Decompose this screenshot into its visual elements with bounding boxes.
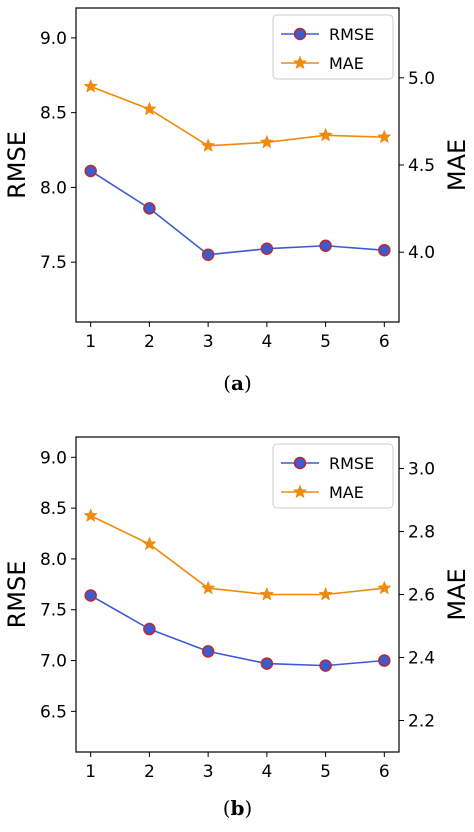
y-right-tick-label: 2.6 [408,586,435,606]
data-point-mae [318,127,333,142]
x-tick-label: 6 [379,332,390,352]
y-left-tick-label: 8.5 [40,499,67,519]
y-left-tick-label: 8.0 [40,550,67,570]
x-tick-label: 3 [203,762,214,782]
y-right-tick-label: 4.5 [408,156,435,176]
y-right-tick-label: 5.0 [408,69,435,89]
data-point-rmse [201,645,215,658]
y-left-axis-label: RMSE [3,131,31,199]
x-tick-label: 2 [144,762,155,782]
x-tick-label: 4 [261,762,272,782]
series-line-mae [90,85,385,147]
y-right-tick-label: 2.8 [408,523,435,543]
legend-label-mae: MAE [329,483,364,502]
panel-caption-letter: b [231,796,245,820]
legend-marker-rmse [293,456,307,470]
y-left-tick-label: 9.0 [40,448,67,468]
x-tick-label: 4 [261,332,272,352]
series-line-mae [90,515,385,596]
x-tick-label: 1 [85,762,96,782]
data-point-rmse [319,659,332,672]
data-point-rmse [260,242,274,255]
data-point-rmse [319,239,332,252]
legend-label-rmse: RMSE [329,25,374,44]
data-point-rmse [378,654,391,667]
data-point-rmse [143,622,156,636]
y-right-axis-label: MAE [443,568,471,620]
series-line-rmse [90,594,385,667]
legend-label-rmse: RMSE [329,454,374,473]
y-left-tick-label: 6.5 [40,702,67,722]
data-point-mae [200,580,216,595]
data-point-rmse [260,657,274,670]
x-tick-label: 2 [144,332,155,352]
y-right-axis-label: MAE [443,139,471,191]
data-point-mae [259,134,275,149]
data-point-mae [142,101,157,116]
data-point-mae [318,586,333,601]
legend-marker-mae [292,55,308,70]
data-point-rmse [84,164,97,178]
y-left-tick-label: 8.0 [40,178,67,198]
data-point-mae [83,508,99,522]
legend-marker-mae [292,484,308,499]
x-tick-label: 6 [379,762,390,782]
chart-panel-b: 1 2 3 4 5 6 6.5 7.0 7.5 8.0 8.5 9.0 2.2 2.4 2.6 2.8 3.0 R… [3,436,471,820]
data-point-mae [259,586,275,601]
x-tick-label: 5 [320,332,331,352]
y-left-tick-label: 7.5 [40,253,67,273]
panel-caption-letter: a [231,371,244,395]
legend-marker-rmse [293,27,307,41]
panel-caption: (b) [223,796,253,820]
data-point-rmse [84,589,97,602]
x-tick-label: 3 [203,332,214,352]
data-point-rmse [378,243,391,257]
y-left-tick-label: 9.0 [40,29,67,49]
y-right-tick-label: 3.0 [408,460,435,480]
data-point-mae [376,129,392,144]
y-right-tick-label: 2.2 [408,712,435,732]
data-point-mae [83,78,99,93]
data-point-mae [376,580,392,595]
series-line-rmse [90,170,385,256]
legend-label-mae: MAE [329,54,364,73]
data-point-mae [200,138,216,153]
x-tick-label: 5 [320,762,331,782]
x-tick-label: 1 [85,332,96,352]
y-right-tick-label: 4.0 [408,243,435,263]
y-right-tick-label: 2.4 [408,649,435,669]
data-point-mae [142,536,157,551]
panel-caption: (a) [223,371,252,395]
y-left-tick-label: 7.5 [40,601,67,621]
data-point-rmse [143,202,156,215]
y-left-tick-label: 8.5 [40,104,67,124]
data-point-rmse [201,248,215,261]
y-left-axis-label: RMSE [3,561,31,629]
y-left-tick-label: 7.0 [40,652,67,672]
chart-panel-a: 1 2 3 4 5 6 7.5 8.0 8.5 9.0 4.0 4.5 5.0 RMSE MAE RMSE MA… [3,7,471,395]
